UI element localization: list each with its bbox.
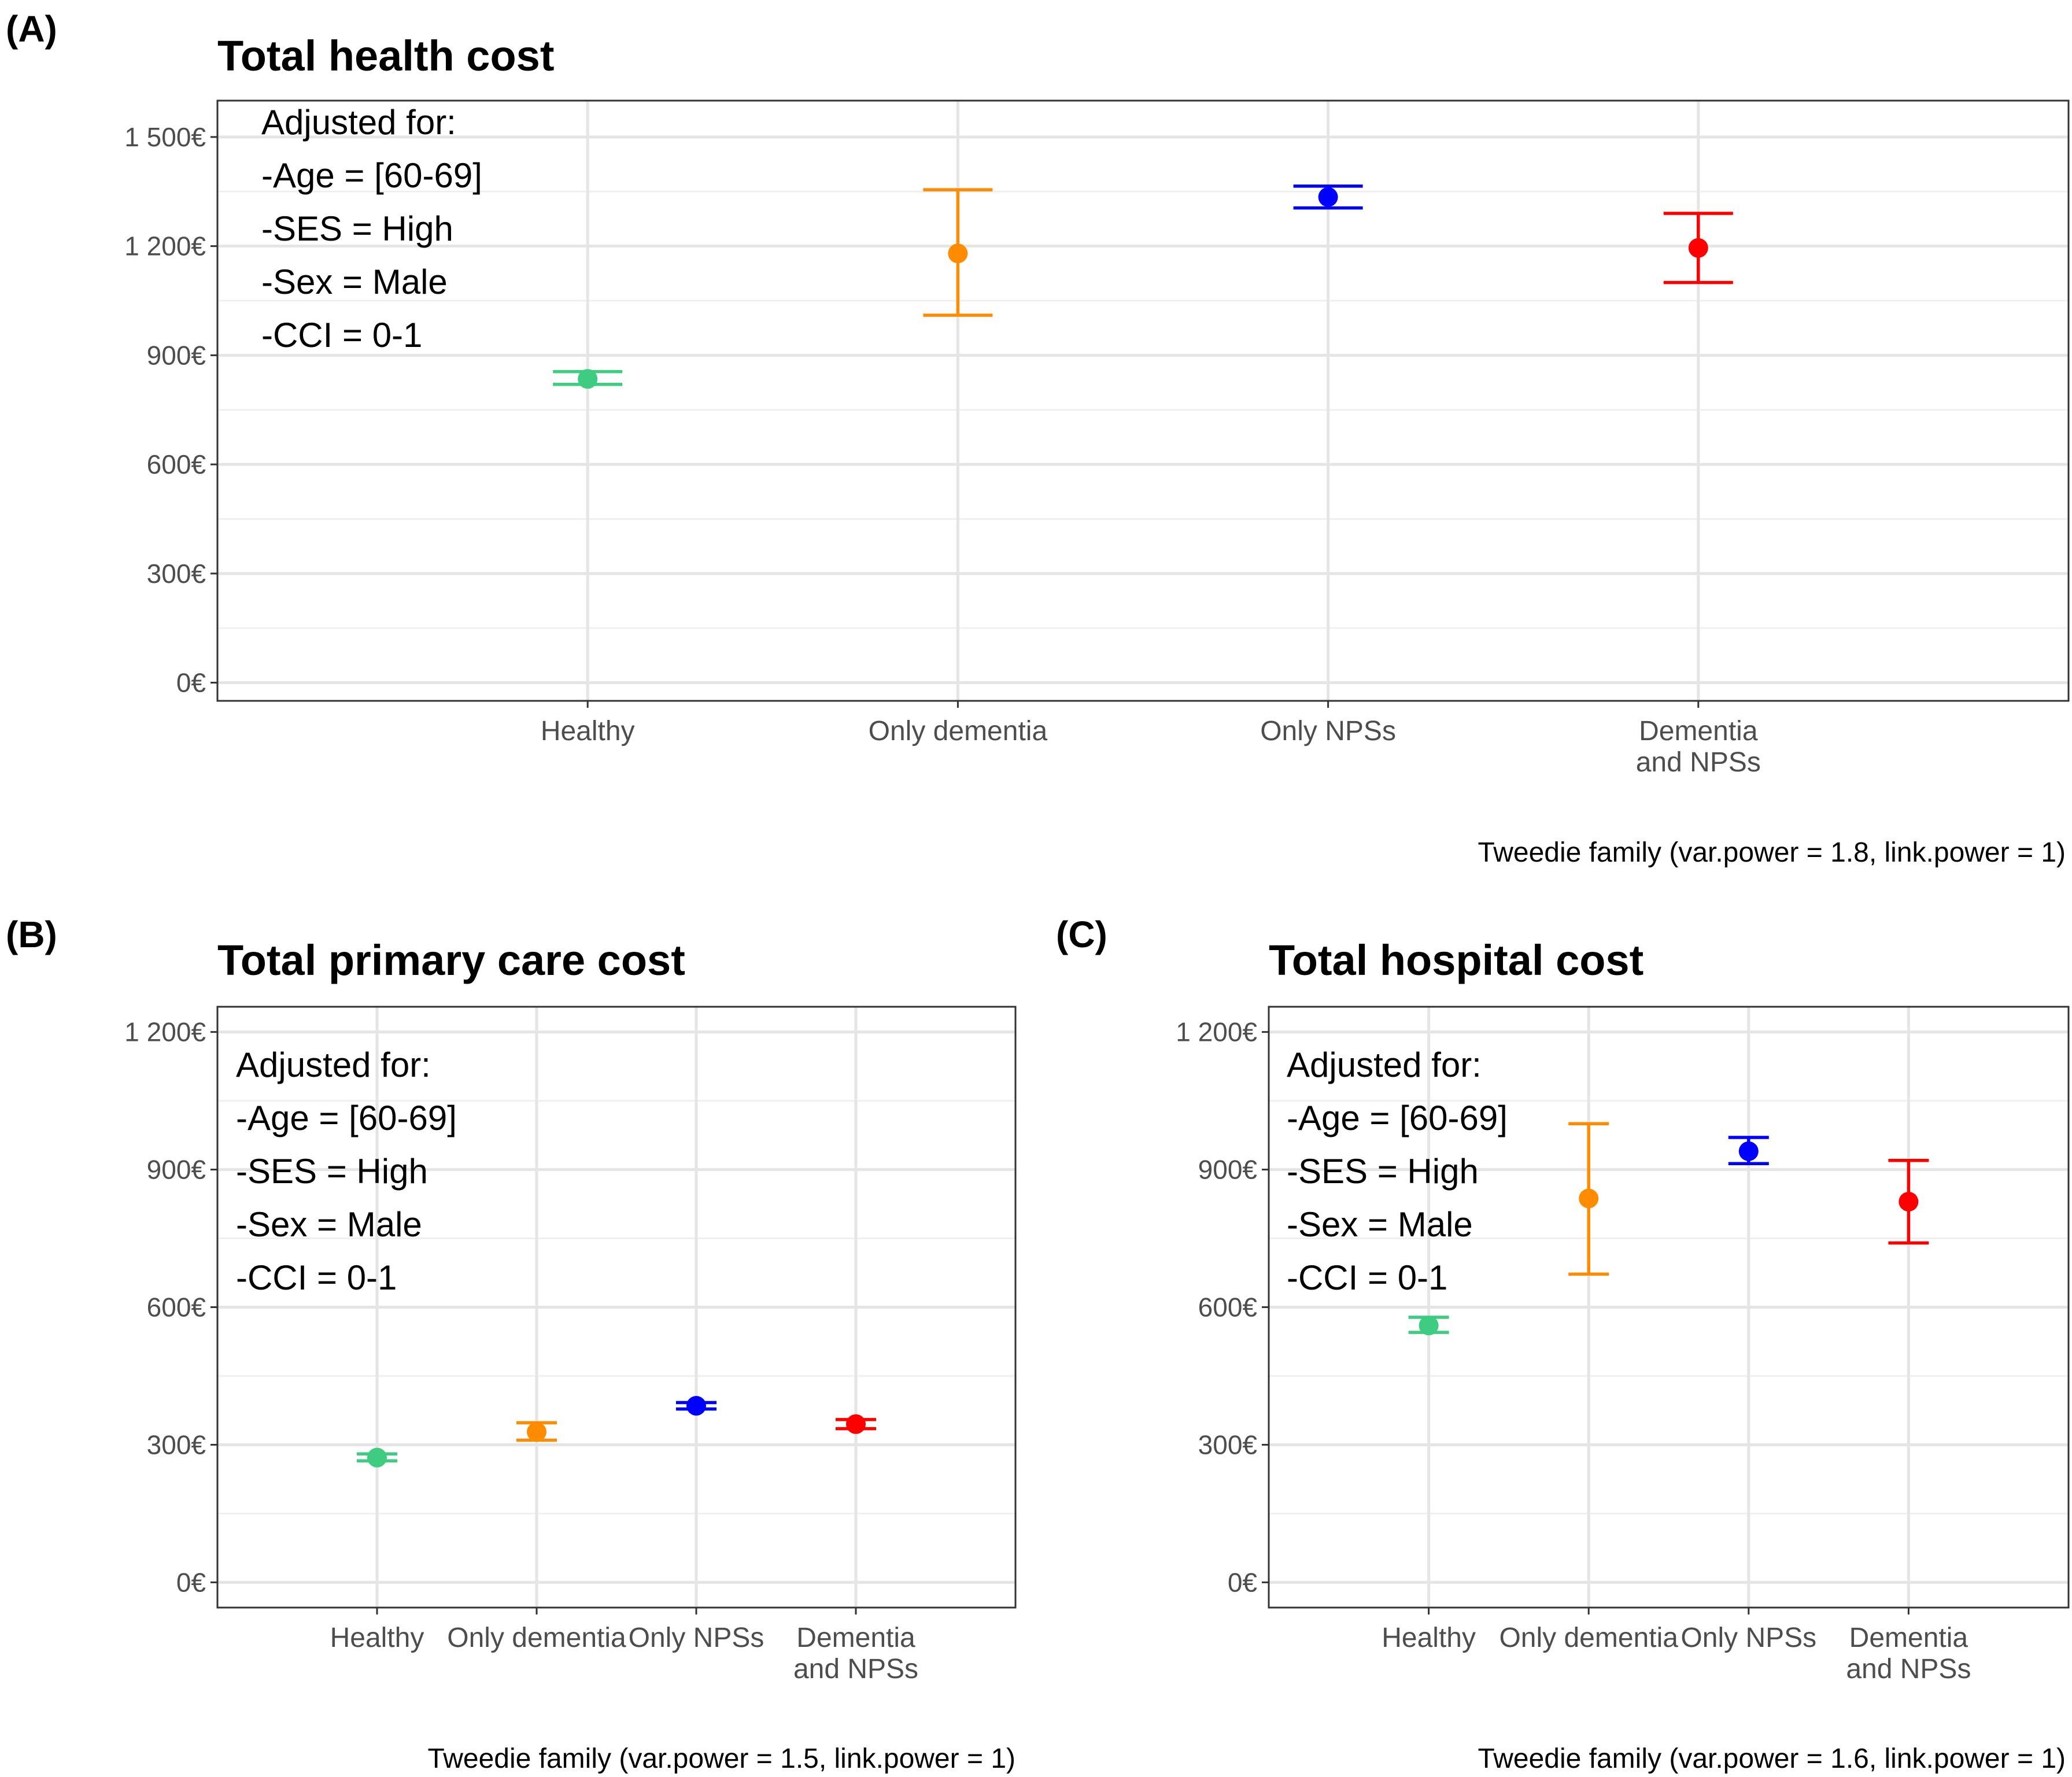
plot-frame: [216, 99, 2070, 702]
data-point: [948, 243, 968, 264]
data-point: [527, 1422, 546, 1442]
y-tick-label: 0€: [1228, 1567, 1257, 1597]
plot-frame: [216, 1006, 1017, 1609]
panel-c: (C) Total hospital cost 0€ 300€ 600€ 900€ 1 20…: [1056, 914, 2070, 1774]
plot-frame: [1268, 1006, 2070, 1609]
x-tick-label: and NPSs: [1636, 747, 1761, 778]
x-tick-label: Healthy: [1382, 1623, 1476, 1653]
annotation-line: -CCI = 0-1: [261, 316, 422, 354]
y-tick-label: 900€: [1198, 1155, 1257, 1185]
data-point: [1688, 238, 1708, 258]
y-tick-label: 900€: [147, 1155, 206, 1185]
y-tick-label: 0€: [176, 668, 206, 698]
y-tick-label: 300€: [1198, 1429, 1257, 1460]
data-point: [846, 1414, 866, 1434]
panel-tag: (B): [6, 914, 57, 955]
annotation-line: -CCI = 0-1: [236, 1258, 397, 1297]
data-point: [1738, 1141, 1759, 1161]
annotation-line: -CCI = 0-1: [1287, 1258, 1447, 1297]
data-point: [367, 1447, 387, 1468]
y-tick-label: 1 500€: [124, 122, 206, 152]
data-point: [578, 369, 598, 389]
x-tick-label: Only NPSs: [1681, 1623, 1816, 1653]
caption: Tweedie family (var.power = 1.5, link.po…: [428, 1743, 1015, 1774]
y-tick-label: 1 200€: [1176, 1017, 1257, 1047]
annotation-line: -SES = High: [261, 209, 453, 248]
data-point: [1899, 1192, 1919, 1212]
y-tick-label: 300€: [147, 559, 206, 589]
x-tick-label: Dementia: [796, 1623, 915, 1653]
panel-tag: (C): [1056, 914, 1107, 955]
annotation-line: -SES = High: [1287, 1152, 1479, 1191]
panel-a: (A) Total health cost 0€ 300€ 600€ 900€ 1 200€…: [6, 8, 2070, 868]
annotation-line: -Sex = Male: [236, 1205, 422, 1244]
x-tick-label: Only dementia: [447, 1623, 626, 1653]
annotation-line: -Sex = Male: [1287, 1205, 1473, 1244]
panel-title: Total health cost: [217, 32, 554, 80]
x-tick-label: Only dementia: [869, 716, 1048, 747]
panel-tag: (A): [6, 8, 57, 50]
annotation-line: -Age = [60-69]: [261, 156, 482, 195]
panel-b: (B) Total primary care cost 0€ 300€ 600€ 900€…: [6, 914, 1017, 1774]
annotation-line: Adjusted for:: [1287, 1045, 1482, 1084]
annotation-line: Adjusted for:: [236, 1045, 431, 1084]
data-point: [1579, 1188, 1599, 1209]
x-tick-label: Healthy: [330, 1623, 424, 1653]
x-tick-label: and NPSs: [1846, 1654, 1971, 1684]
annotation-line: -Age = [60-69]: [1287, 1099, 1508, 1137]
caption: Tweedie family (var.power = 1.6, link.po…: [1478, 1743, 2066, 1774]
data-point: [1419, 1316, 1439, 1336]
x-tick-label: Only dementia: [1499, 1623, 1678, 1653]
y-tick-label: 600€: [147, 449, 206, 479]
x-tick-label: Dementia: [1639, 716, 1758, 747]
data-point: [686, 1396, 706, 1416]
data-point: [1318, 187, 1338, 207]
y-tick-label: 900€: [147, 340, 206, 370]
x-tick-label: Healthy: [541, 716, 635, 747]
annotation-line: Adjusted for:: [261, 103, 456, 142]
y-tick-label: 1 200€: [124, 231, 206, 261]
x-tick-label: Dementia: [1849, 1623, 1968, 1653]
caption: Tweedie family (var.power = 1.8, link.po…: [1478, 837, 2066, 868]
y-tick-label: 1 200€: [124, 1017, 206, 1047]
annotation-line: -Age = [60-69]: [236, 1099, 457, 1137]
y-tick-label: 300€: [147, 1429, 206, 1460]
plot-background: [217, 101, 2069, 701]
x-tick-label: and NPSs: [793, 1654, 918, 1684]
x-tick-label: Only NPSs: [629, 1623, 764, 1653]
panel-title: Total hospital cost: [1269, 936, 1643, 984]
y-tick-label: 600€: [1198, 1292, 1257, 1322]
annotation-line: -Sex = Male: [261, 263, 448, 301]
y-tick-label: 0€: [176, 1567, 206, 1597]
y-tick-label: 600€: [147, 1292, 206, 1322]
panel-title: Total primary care cost: [217, 936, 685, 984]
annotation-line: -SES = High: [236, 1152, 428, 1191]
x-tick-label: Only NPSs: [1260, 716, 1396, 747]
